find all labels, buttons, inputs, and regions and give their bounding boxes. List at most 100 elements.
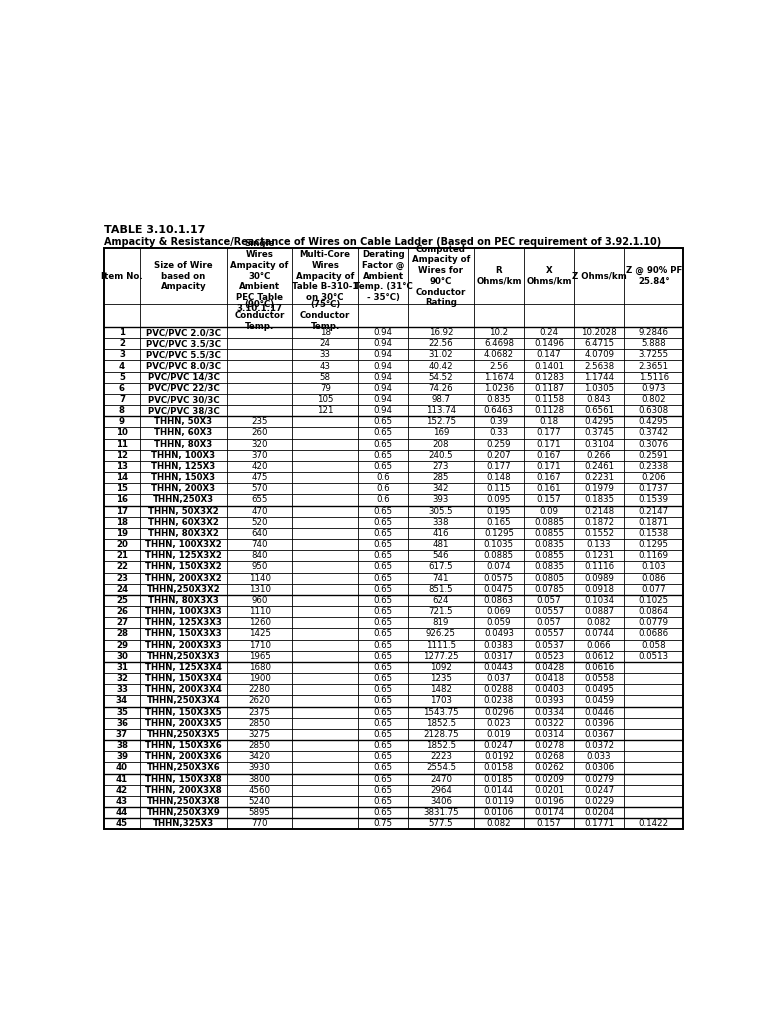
Text: 624: 624 xyxy=(432,596,449,605)
Text: 0.0306: 0.0306 xyxy=(584,764,614,772)
Text: 960: 960 xyxy=(251,596,268,605)
Text: 260: 260 xyxy=(251,428,268,437)
Text: 0.133: 0.133 xyxy=(587,540,611,549)
Text: 0.802: 0.802 xyxy=(641,395,666,404)
Text: 0.65: 0.65 xyxy=(373,607,392,616)
Text: 18: 18 xyxy=(319,328,331,337)
Text: 0.0863: 0.0863 xyxy=(484,596,514,605)
Text: 1710: 1710 xyxy=(249,641,270,649)
Text: 0.94: 0.94 xyxy=(373,373,392,382)
Text: 1680: 1680 xyxy=(249,663,270,672)
Text: 29: 29 xyxy=(116,641,128,649)
Text: 1482: 1482 xyxy=(430,685,452,694)
Text: THHN,250X3X2: THHN,250X3X2 xyxy=(147,585,220,594)
Text: 58: 58 xyxy=(319,373,331,382)
Text: 0.65: 0.65 xyxy=(373,785,392,795)
Text: 9: 9 xyxy=(119,418,125,426)
Text: 2470: 2470 xyxy=(430,774,452,783)
Text: 0.3076: 0.3076 xyxy=(639,439,669,449)
Text: 42: 42 xyxy=(116,785,128,795)
Text: 10.2028: 10.2028 xyxy=(581,328,617,337)
Text: 25: 25 xyxy=(116,596,128,605)
Text: 0.0322: 0.0322 xyxy=(534,719,564,728)
Text: 23: 23 xyxy=(116,573,128,583)
Text: 0.0428: 0.0428 xyxy=(534,663,564,672)
Text: 2375: 2375 xyxy=(249,708,270,717)
Text: THHN, 150X3X5: THHN, 150X3X5 xyxy=(145,708,222,717)
Text: PVC/PVC 8.0/3C: PVC/PVC 8.0/3C xyxy=(146,361,221,371)
Text: THHN, 150X3: THHN, 150X3 xyxy=(151,473,216,482)
Text: 0.057: 0.057 xyxy=(537,596,561,605)
Text: 1.1744: 1.1744 xyxy=(584,373,614,382)
Text: 0.0805: 0.0805 xyxy=(534,573,564,583)
Text: 0.0158: 0.0158 xyxy=(484,764,514,772)
Text: PVC/PVC 3.5/3C: PVC/PVC 3.5/3C xyxy=(146,339,221,348)
Text: 0.65: 0.65 xyxy=(373,418,392,426)
Text: 0.2148: 0.2148 xyxy=(584,507,614,516)
Text: 0.0885: 0.0885 xyxy=(484,551,514,560)
Text: 10.2: 10.2 xyxy=(489,328,508,337)
Text: 0.65: 0.65 xyxy=(373,652,392,660)
Text: 7: 7 xyxy=(119,395,125,404)
Text: 1277.25: 1277.25 xyxy=(423,652,458,660)
Text: X
Ohms/km: X Ohms/km xyxy=(526,266,571,286)
Text: 0.157: 0.157 xyxy=(537,819,561,828)
Text: 338: 338 xyxy=(432,518,449,526)
Text: 0.65: 0.65 xyxy=(373,797,392,806)
Text: 0.082: 0.082 xyxy=(587,618,611,628)
Text: 74.26: 74.26 xyxy=(429,384,453,393)
Text: 1703: 1703 xyxy=(430,696,452,706)
Text: 43: 43 xyxy=(116,797,128,806)
Text: 0.069: 0.069 xyxy=(487,607,511,616)
Text: 0.095: 0.095 xyxy=(487,496,511,505)
Text: 3930: 3930 xyxy=(249,764,270,772)
Text: 273: 273 xyxy=(432,462,449,471)
Text: 0.65: 0.65 xyxy=(373,708,392,717)
Text: 0.1771: 0.1771 xyxy=(584,819,614,828)
Text: 1.1674: 1.1674 xyxy=(484,373,514,382)
Text: 0.0887: 0.0887 xyxy=(584,607,614,616)
Text: THHN,250X3: THHN,250X3 xyxy=(153,496,214,505)
Text: 1111.5: 1111.5 xyxy=(426,641,456,649)
Text: 20: 20 xyxy=(116,540,128,549)
Text: 26: 26 xyxy=(116,607,128,616)
Text: 0.103: 0.103 xyxy=(641,562,666,571)
Text: 0.1169: 0.1169 xyxy=(639,551,669,560)
Text: 0.65: 0.65 xyxy=(373,641,392,649)
Text: THHN, 80X3: THHN, 80X3 xyxy=(154,439,213,449)
Text: 0.65: 0.65 xyxy=(373,518,392,526)
Text: 0.3742: 0.3742 xyxy=(639,428,669,437)
Text: 0.0229: 0.0229 xyxy=(584,797,614,806)
Text: 5895: 5895 xyxy=(249,808,270,817)
Text: 27: 27 xyxy=(116,618,128,628)
Text: 3831.75: 3831.75 xyxy=(423,808,458,817)
Text: 926.25: 926.25 xyxy=(426,630,456,639)
Text: 0.033: 0.033 xyxy=(587,753,611,761)
Text: 0.0393: 0.0393 xyxy=(534,696,564,706)
Text: 0.1116: 0.1116 xyxy=(584,562,614,571)
Text: 285: 285 xyxy=(432,473,449,482)
Text: 15: 15 xyxy=(116,484,128,494)
Text: 16: 16 xyxy=(116,496,128,505)
Text: THHN, 150X3X3: THHN, 150X3X3 xyxy=(145,630,222,639)
Text: THHN,325X3: THHN,325X3 xyxy=(153,819,214,828)
Text: 6: 6 xyxy=(119,384,125,393)
Text: 0.1158: 0.1158 xyxy=(534,395,564,404)
Text: 0.0209: 0.0209 xyxy=(534,774,564,783)
Text: Derating
Factor @
Ambient
Temp. (31°C
- 35°C): Derating Factor @ Ambient Temp. (31°C - … xyxy=(354,250,412,302)
Text: 520: 520 xyxy=(251,518,268,526)
Text: 33: 33 xyxy=(319,350,331,359)
Text: 0.0247: 0.0247 xyxy=(484,741,514,751)
Text: 0.2231: 0.2231 xyxy=(584,473,614,482)
Text: 950: 950 xyxy=(251,562,268,571)
Text: 0.0204: 0.0204 xyxy=(584,808,614,817)
Text: 1543.75: 1543.75 xyxy=(423,708,458,717)
Text: 0.206: 0.206 xyxy=(641,473,666,482)
Text: 98.7: 98.7 xyxy=(432,395,451,404)
Text: THHN,250X3X4: THHN,250X3X4 xyxy=(147,696,220,706)
Text: 0.65: 0.65 xyxy=(373,741,392,751)
Text: THHN, 200X3X6: THHN, 200X3X6 xyxy=(145,753,222,761)
Text: 2.5638: 2.5638 xyxy=(584,361,614,371)
Text: 0.082: 0.082 xyxy=(487,819,511,828)
Text: 79: 79 xyxy=(319,384,331,393)
